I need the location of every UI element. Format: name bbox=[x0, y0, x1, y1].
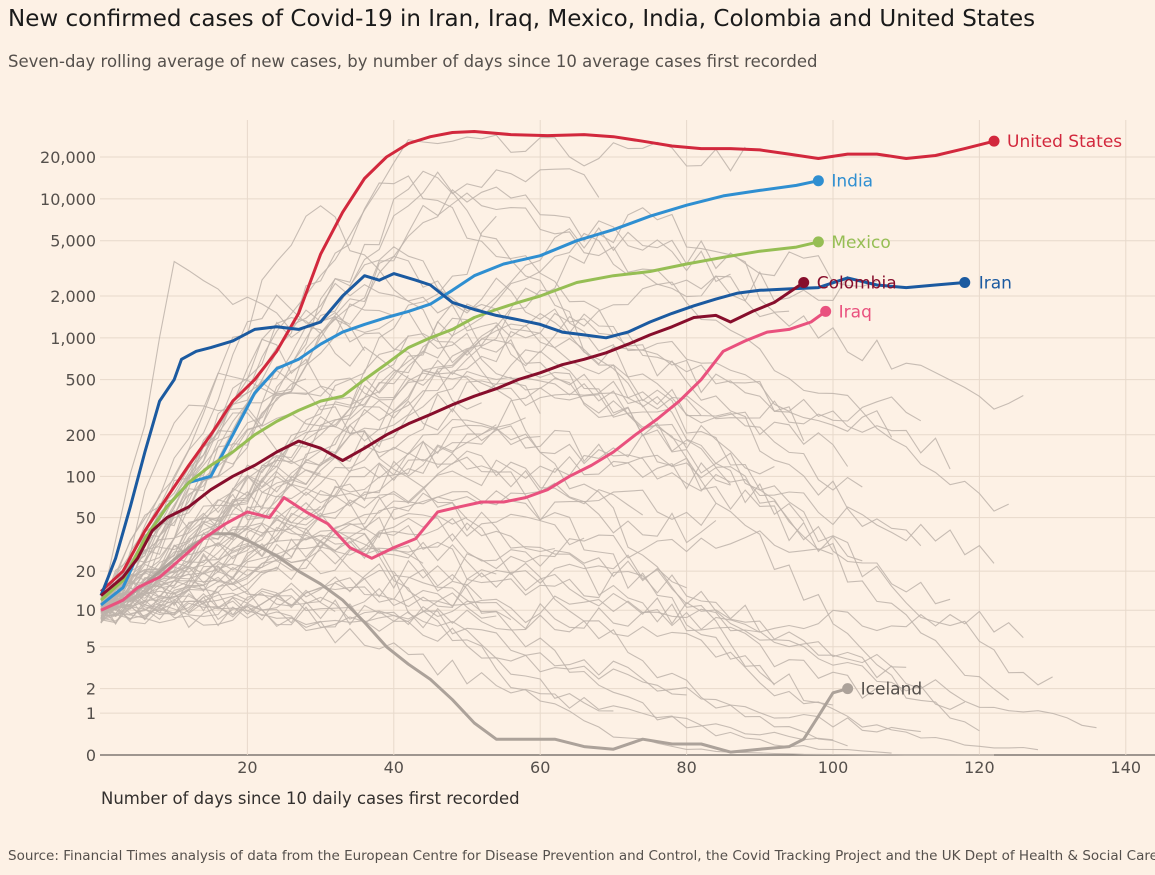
background-country-line bbox=[100, 547, 424, 615]
background-country-line bbox=[100, 492, 878, 699]
series-label-iran: Iran bbox=[979, 274, 1012, 294]
y-tick-label: 1 bbox=[86, 704, 96, 723]
series-iran: Iran bbox=[99, 272, 1012, 597]
highlighted-series: Iceland United States India Mexico Iran Colom… bbox=[99, 130, 1122, 754]
y-tick-label: 50 bbox=[76, 509, 96, 528]
background-country-line bbox=[100, 456, 834, 706]
y-tick-label: 2,000 bbox=[50, 287, 96, 306]
series-united-states: United States bbox=[99, 130, 1122, 593]
background-country-line bbox=[100, 595, 761, 633]
background-country-line bbox=[100, 294, 395, 612]
x-tick-label: 20 bbox=[237, 758, 257, 777]
background-country-line bbox=[100, 504, 687, 616]
series-end-point-india bbox=[812, 175, 824, 187]
background-country-line bbox=[100, 175, 922, 623]
background-country-line bbox=[100, 277, 951, 613]
series-label-iceland: Iceland bbox=[861, 680, 923, 700]
background-country-line bbox=[100, 312, 1053, 686]
y-tick-label: 500 bbox=[65, 371, 96, 390]
background-country-line bbox=[100, 475, 555, 616]
background-country-line bbox=[100, 599, 1024, 638]
y-tick-label: 10 bbox=[76, 601, 96, 620]
background-country-line bbox=[100, 515, 468, 615]
background-country-lines bbox=[100, 134, 1097, 756]
series-line-iraq bbox=[100, 310, 827, 612]
background-country-line bbox=[100, 372, 731, 613]
y-tick-label: 0 bbox=[86, 746, 96, 765]
background-country-line bbox=[100, 554, 966, 710]
series-iceland: Iceland bbox=[100, 532, 923, 754]
y-tick-label: 1,000 bbox=[50, 329, 96, 348]
series-line-iran bbox=[99, 272, 965, 597]
background-country-line bbox=[100, 171, 980, 732]
series-end-point-colombia bbox=[798, 277, 810, 289]
y-tick-label: 2 bbox=[86, 680, 96, 699]
background-country-line bbox=[100, 455, 731, 602]
series-label-united-states: United States bbox=[1007, 132, 1122, 152]
series-label-colombia: Colombia bbox=[817, 274, 897, 294]
chart-subtitle: Seven-day rolling average of new cases, … bbox=[8, 52, 818, 71]
series-line-iceland bbox=[100, 532, 849, 754]
y-tick-label: 5 bbox=[86, 638, 96, 657]
axis-ticks: 0 1 2 5 10 20 50 100 200 500 1,000 2,000 5,000 10,000… bbox=[40, 148, 1141, 777]
background-country-line bbox=[100, 369, 848, 747]
series-india: India bbox=[100, 172, 873, 607]
x-tick-label: 100 bbox=[818, 758, 849, 777]
y-tick-label: 10,000 bbox=[40, 190, 96, 209]
background-country-line bbox=[100, 227, 878, 610]
x-tick-label: 40 bbox=[384, 758, 404, 777]
y-tick-label: 20,000 bbox=[40, 148, 96, 167]
series-end-point-mexico bbox=[812, 236, 824, 248]
x-tick-label: 60 bbox=[530, 758, 550, 777]
y-tick-label: 5,000 bbox=[50, 232, 96, 251]
series-line-united-states bbox=[99, 130, 995, 593]
series-line-india bbox=[100, 179, 819, 607]
background-country-line bbox=[100, 577, 834, 741]
chart-title: New confirmed cases of Covid-19 in Iran,… bbox=[8, 6, 1036, 32]
background-country-line bbox=[100, 418, 995, 608]
y-tick-label: 20 bbox=[76, 562, 96, 581]
series-line-colombia bbox=[100, 281, 805, 597]
background-country-line bbox=[100, 530, 834, 622]
background-country-line bbox=[100, 570, 1097, 729]
background-country-line bbox=[100, 589, 336, 624]
background-country-line bbox=[100, 207, 790, 609]
series-line-mexico bbox=[100, 240, 819, 602]
series-iraq: Iraq bbox=[100, 302, 872, 612]
y-tick-label: 100 bbox=[65, 467, 96, 486]
series-label-mexico: Mexico bbox=[831, 233, 890, 253]
background-country-line bbox=[100, 590, 292, 621]
background-country-line bbox=[100, 596, 1039, 751]
background-country-line bbox=[100, 246, 863, 604]
background-country-line bbox=[100, 378, 307, 606]
series-end-point-iraq bbox=[820, 305, 832, 317]
background-country-line bbox=[100, 513, 585, 607]
x-tick-label: 120 bbox=[964, 758, 995, 777]
background-country-line bbox=[100, 186, 731, 605]
background-country-line bbox=[100, 270, 849, 611]
x-axis-label: Number of days since 10 daily cases firs… bbox=[101, 789, 520, 808]
background-country-line bbox=[100, 600, 687, 696]
background-country-line bbox=[100, 597, 921, 733]
x-tick-label: 80 bbox=[676, 758, 696, 777]
background-country-line bbox=[100, 387, 922, 619]
series-end-point-iran bbox=[959, 277, 971, 289]
source-note: Source: Financial Times analysis of data… bbox=[8, 848, 1155, 864]
background-country-line bbox=[100, 412, 892, 754]
series-label-india: India bbox=[831, 172, 873, 192]
series-end-point-iceland bbox=[842, 683, 854, 695]
series-mexico: Mexico bbox=[100, 233, 891, 602]
x-tick-label: 140 bbox=[1111, 758, 1142, 777]
background-country-line bbox=[100, 424, 497, 624]
series-label-iraq: Iraq bbox=[839, 302, 872, 322]
series-end-point-united-states bbox=[988, 135, 1000, 147]
series-colombia: Colombia bbox=[100, 274, 897, 597]
background-country-line bbox=[100, 533, 994, 756]
y-tick-label: 200 bbox=[65, 426, 96, 445]
